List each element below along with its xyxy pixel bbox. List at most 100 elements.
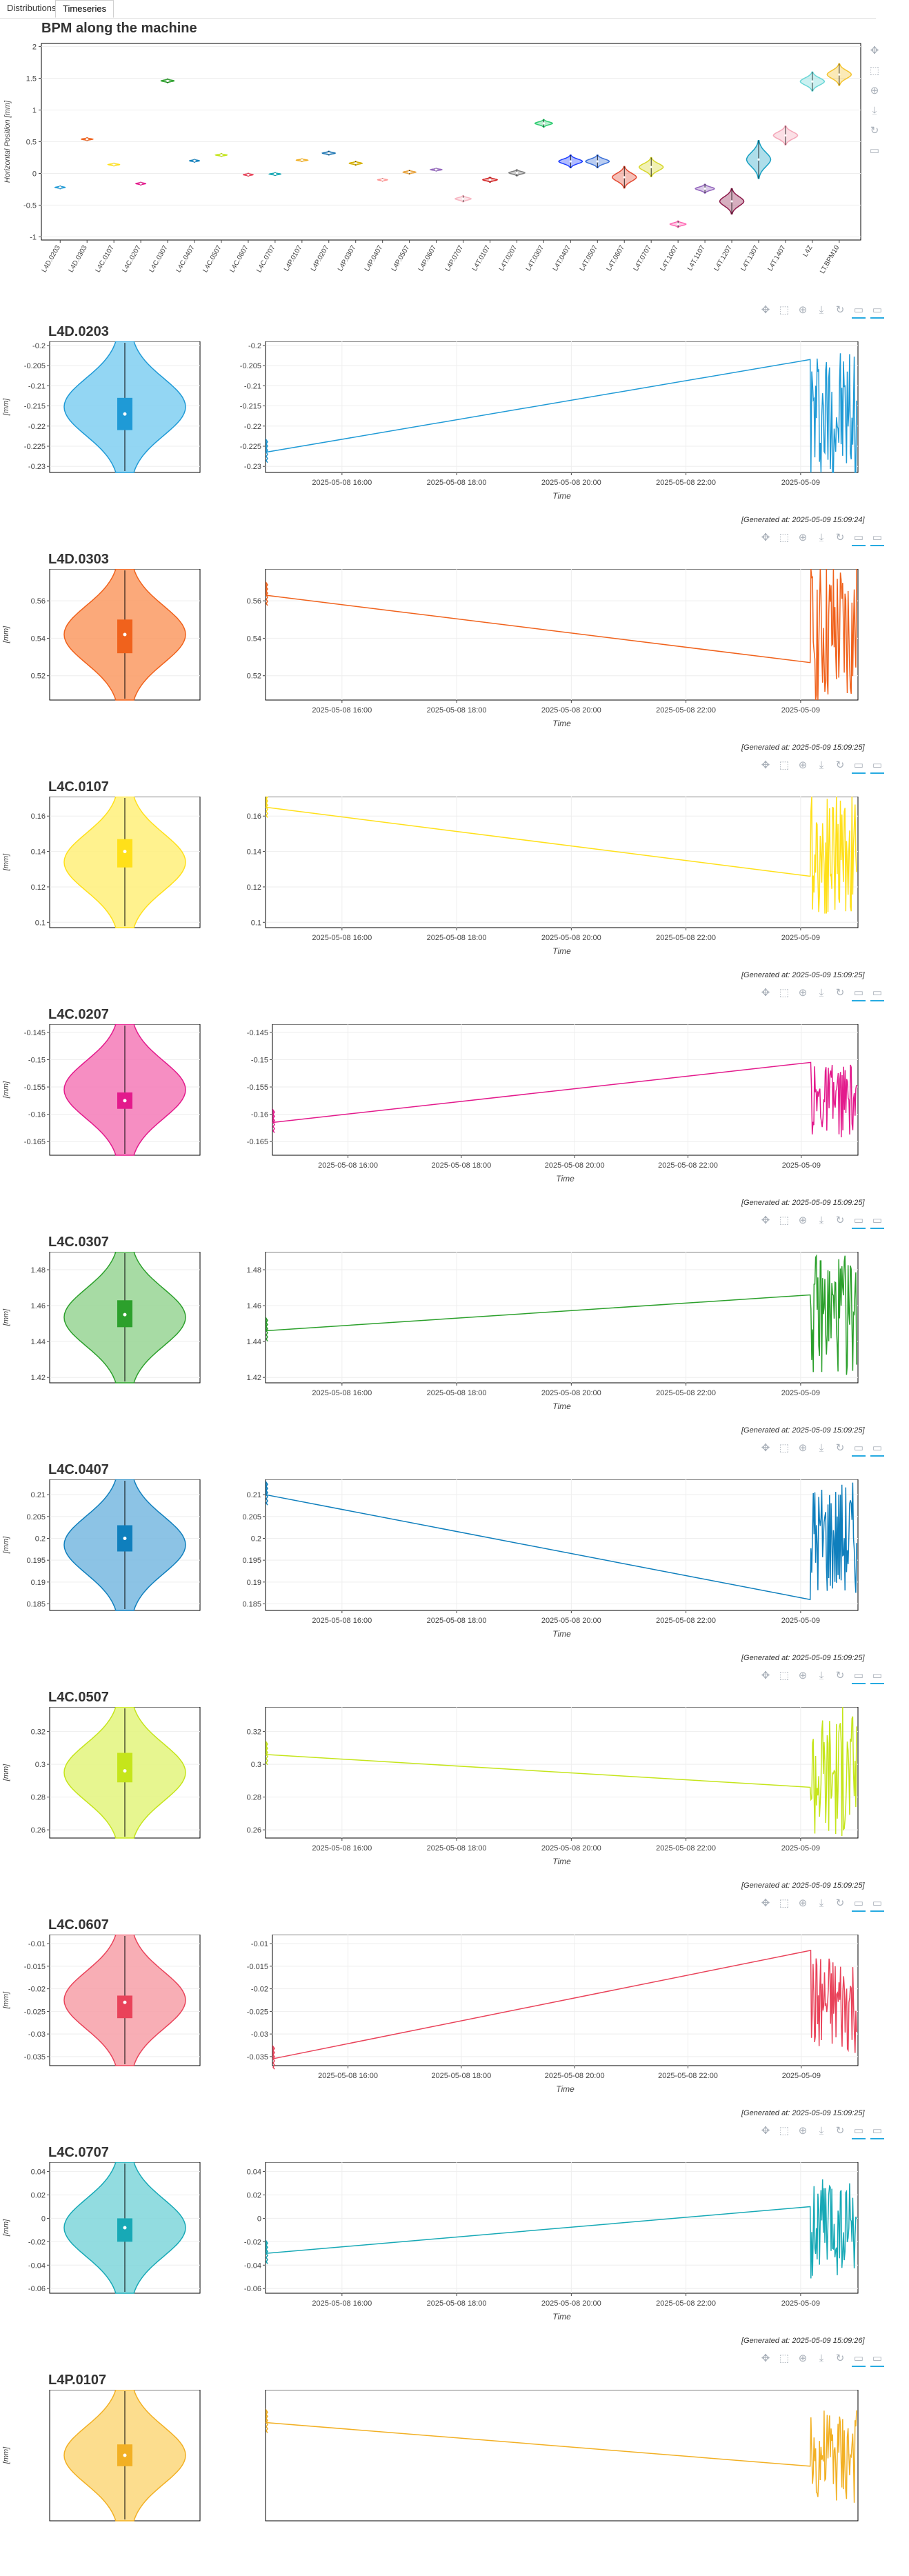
wheel-zoom-icon[interactable]: ⊕ [798,1442,808,1454]
hover-icon[interactable]: ▭ [870,303,884,319]
pan-icon[interactable]: ✥ [761,1897,770,1909]
wheel-zoom-icon[interactable]: ⊕ [798,1670,808,1681]
pan-icon[interactable]: ✥ [761,759,770,771]
hover-icon[interactable]: ▭ [870,2352,884,2367]
wheel-zoom-icon[interactable]: ⊕ [870,85,879,97]
save-icon[interactable]: ⤓ [819,1670,824,1681]
bpm-violin-chart[interactable]: -1 -0.5 0 0.5 1 1.5 2 Horizontal Position [mm] L… [0,38,862,328]
tab-distributions[interactable]: Distributions [7,3,57,13]
x-tick-label: 2025-05-08 22:00 [656,1389,716,1397]
violin-median [123,2226,127,2230]
timeseries-start-spike [266,1317,268,1341]
reset-icon[interactable]: ↻ [835,1215,845,1226]
section-L4C.0607[interactable]: -0.035 -0.03 -0.025 -0.02 -0.015 -0.01 [mm] -0.… [0,1935,909,2121]
pan-icon[interactable]: ✥ [761,1215,770,1226]
hover-icon[interactable]: ▭ [852,759,866,774]
hover-icon[interactable]: ▭ [870,759,884,774]
reset-icon[interactable]: ↻ [835,304,845,316]
pan-icon[interactable]: ✥ [761,987,770,999]
hover-icon[interactable]: ▭ [870,1669,884,1684]
box-zoom-icon[interactable]: ⬚ [779,1897,790,1909]
wheel-zoom-icon[interactable]: ⊕ [798,1215,808,1226]
reset-icon[interactable]: ↻ [835,532,845,543]
section-L4C.0207[interactable]: -0.165 -0.16 -0.155 -0.15 -0.145 [mm] -0.165 -0… [0,1024,909,1210]
save-icon[interactable]: ⤓ [819,1215,824,1226]
wheel-zoom-icon[interactable]: ⊕ [798,2125,808,2137]
hover-icon[interactable]: ▭ [870,1897,884,1912]
save-icon[interactable]: ⤓ [819,532,824,543]
reset-icon[interactable]: ↻ [835,1442,845,1454]
section-L4P.0107[interactable]: [mm] [0,2390,909,2576]
hover-icon[interactable]: ▭ [870,986,884,1001]
violin-L4C.0707 [268,172,282,177]
hover-icon[interactable]: ▭ [870,1214,884,1229]
wheel-zoom-icon[interactable]: ⊕ [798,1897,808,1909]
save-icon[interactable]: ⤓ [819,2125,824,2137]
box-zoom-icon[interactable]: ⬚ [779,2125,790,2137]
save-icon[interactable]: ⤓ [819,1442,824,1454]
box-zoom-icon[interactable]: ⬚ [779,1670,790,1681]
box-zoom-icon[interactable]: ⬚ [869,65,880,77]
box-zoom-icon[interactable]: ⬚ [779,759,790,771]
hover-icon[interactable]: ▭ [870,2124,884,2139]
hover-icon[interactable]: ▭ [852,986,866,1001]
section-L4C.0407[interactable]: 0.185 0.19 0.195 0.2 0.205 0.21 [mm] 0.185 0.19 0… [0,1479,909,1666]
save-icon[interactable]: ⤓ [819,987,824,999]
save-icon[interactable]: ⤓ [819,304,824,316]
box-zoom-icon[interactable]: ⬚ [779,987,790,999]
wheel-zoom-icon[interactable]: ⊕ [798,532,808,543]
pan-icon[interactable]: ✥ [870,45,879,57]
pan-icon[interactable]: ✥ [761,1442,770,1454]
wheel-zoom-icon[interactable]: ⊕ [798,304,808,316]
tab-timeseries[interactable]: Timeseries [55,0,114,18]
box-zoom-icon[interactable]: ⬚ [779,532,790,543]
save-icon[interactable]: ⤓ [819,1897,824,1909]
box-zoom-icon[interactable]: ⬚ [779,2353,790,2364]
reset-icon[interactable]: ↻ [870,125,879,137]
save-icon[interactable]: ⤓ [819,2353,824,2364]
reset-icon[interactable]: ↻ [835,2125,845,2137]
hover-icon[interactable]: ▭ [852,2124,866,2139]
reset-icon[interactable]: ↻ [835,1897,845,1909]
hover-icon[interactable]: ▭ [852,1669,866,1684]
section-L4C.0507[interactable]: 0.26 0.28 0.3 0.32 [mm] 0.26 0.28 0.3 0.32 2025-0… [0,1707,909,1893]
hover-icon[interactable]: ▭ [869,145,880,157]
y-tick-label: -0.01 [251,1940,268,1948]
x-tick-label: L4C.0307 [148,244,169,274]
wheel-zoom-icon[interactable]: ⊕ [798,987,808,999]
reset-icon[interactable]: ↻ [835,759,845,771]
hover-icon[interactable]: ▭ [870,531,884,546]
x-tick-label: 2025-05-08 16:00 [312,934,372,942]
hover-icon[interactable]: ▭ [852,2352,866,2367]
hover-icon[interactable]: ▭ [852,1214,866,1229]
box-zoom-icon[interactable]: ⬚ [779,304,790,316]
section-L4C.0707[interactable]: -0.06 -0.04 -0.02 0 0.02 0.04 [mm] -0.06 -0.04 -0… [0,2162,909,2348]
hover-icon[interactable]: ▭ [852,531,866,546]
reset-icon[interactable]: ↻ [835,1670,845,1681]
reset-icon[interactable]: ↻ [835,2353,845,2364]
reset-icon[interactable]: ↻ [835,987,845,999]
section-L4C.0307[interactable]: 1.42 1.44 1.46 1.48 [mm] 1.42 1.44 1.46 1.48 2025… [0,1252,909,1438]
section-L4D.0203[interactable]: -0.23 -0.225 -0.22 -0.215 -0.21 -0.205 -0.2 [mm… [0,341,909,528]
pan-icon[interactable]: ✥ [761,1670,770,1681]
hover-icon[interactable]: ▭ [852,1897,866,1912]
wheel-zoom-icon[interactable]: ⊕ [798,759,808,771]
x-tick-label: 2025-05-08 18:00 [427,934,487,942]
save-icon[interactable]: ⤓ [872,105,877,117]
y-tick-label: 0.5 [26,139,37,147]
pan-icon[interactable]: ✥ [761,304,770,316]
box-zoom-icon[interactable]: ⬚ [779,1442,790,1454]
hover-icon[interactable]: ▭ [852,1441,866,1457]
pan-icon[interactable]: ✥ [761,2125,770,2137]
pan-icon[interactable]: ✥ [761,532,770,543]
wheel-zoom-icon[interactable]: ⊕ [798,2353,808,2364]
section-L4C.0107[interactable]: 0.1 0.12 0.14 0.16 [mm] 0.1 0.12 0.14 0.16 2025-0… [0,797,909,983]
section-L4D.0303[interactable]: 0.52 0.54 0.56 [mm] 0.52 0.54 0.56 2025-05-08 1… [0,569,909,755]
hover-icon[interactable]: ▭ [870,1441,884,1457]
save-icon[interactable]: ⤓ [819,759,824,771]
violin-L4Z [799,71,826,92]
box-zoom-icon[interactable]: ⬚ [779,1215,790,1226]
pan-icon[interactable]: ✥ [761,2353,770,2364]
timeseries-frame [265,569,859,701]
hover-icon[interactable]: ▭ [852,303,866,319]
